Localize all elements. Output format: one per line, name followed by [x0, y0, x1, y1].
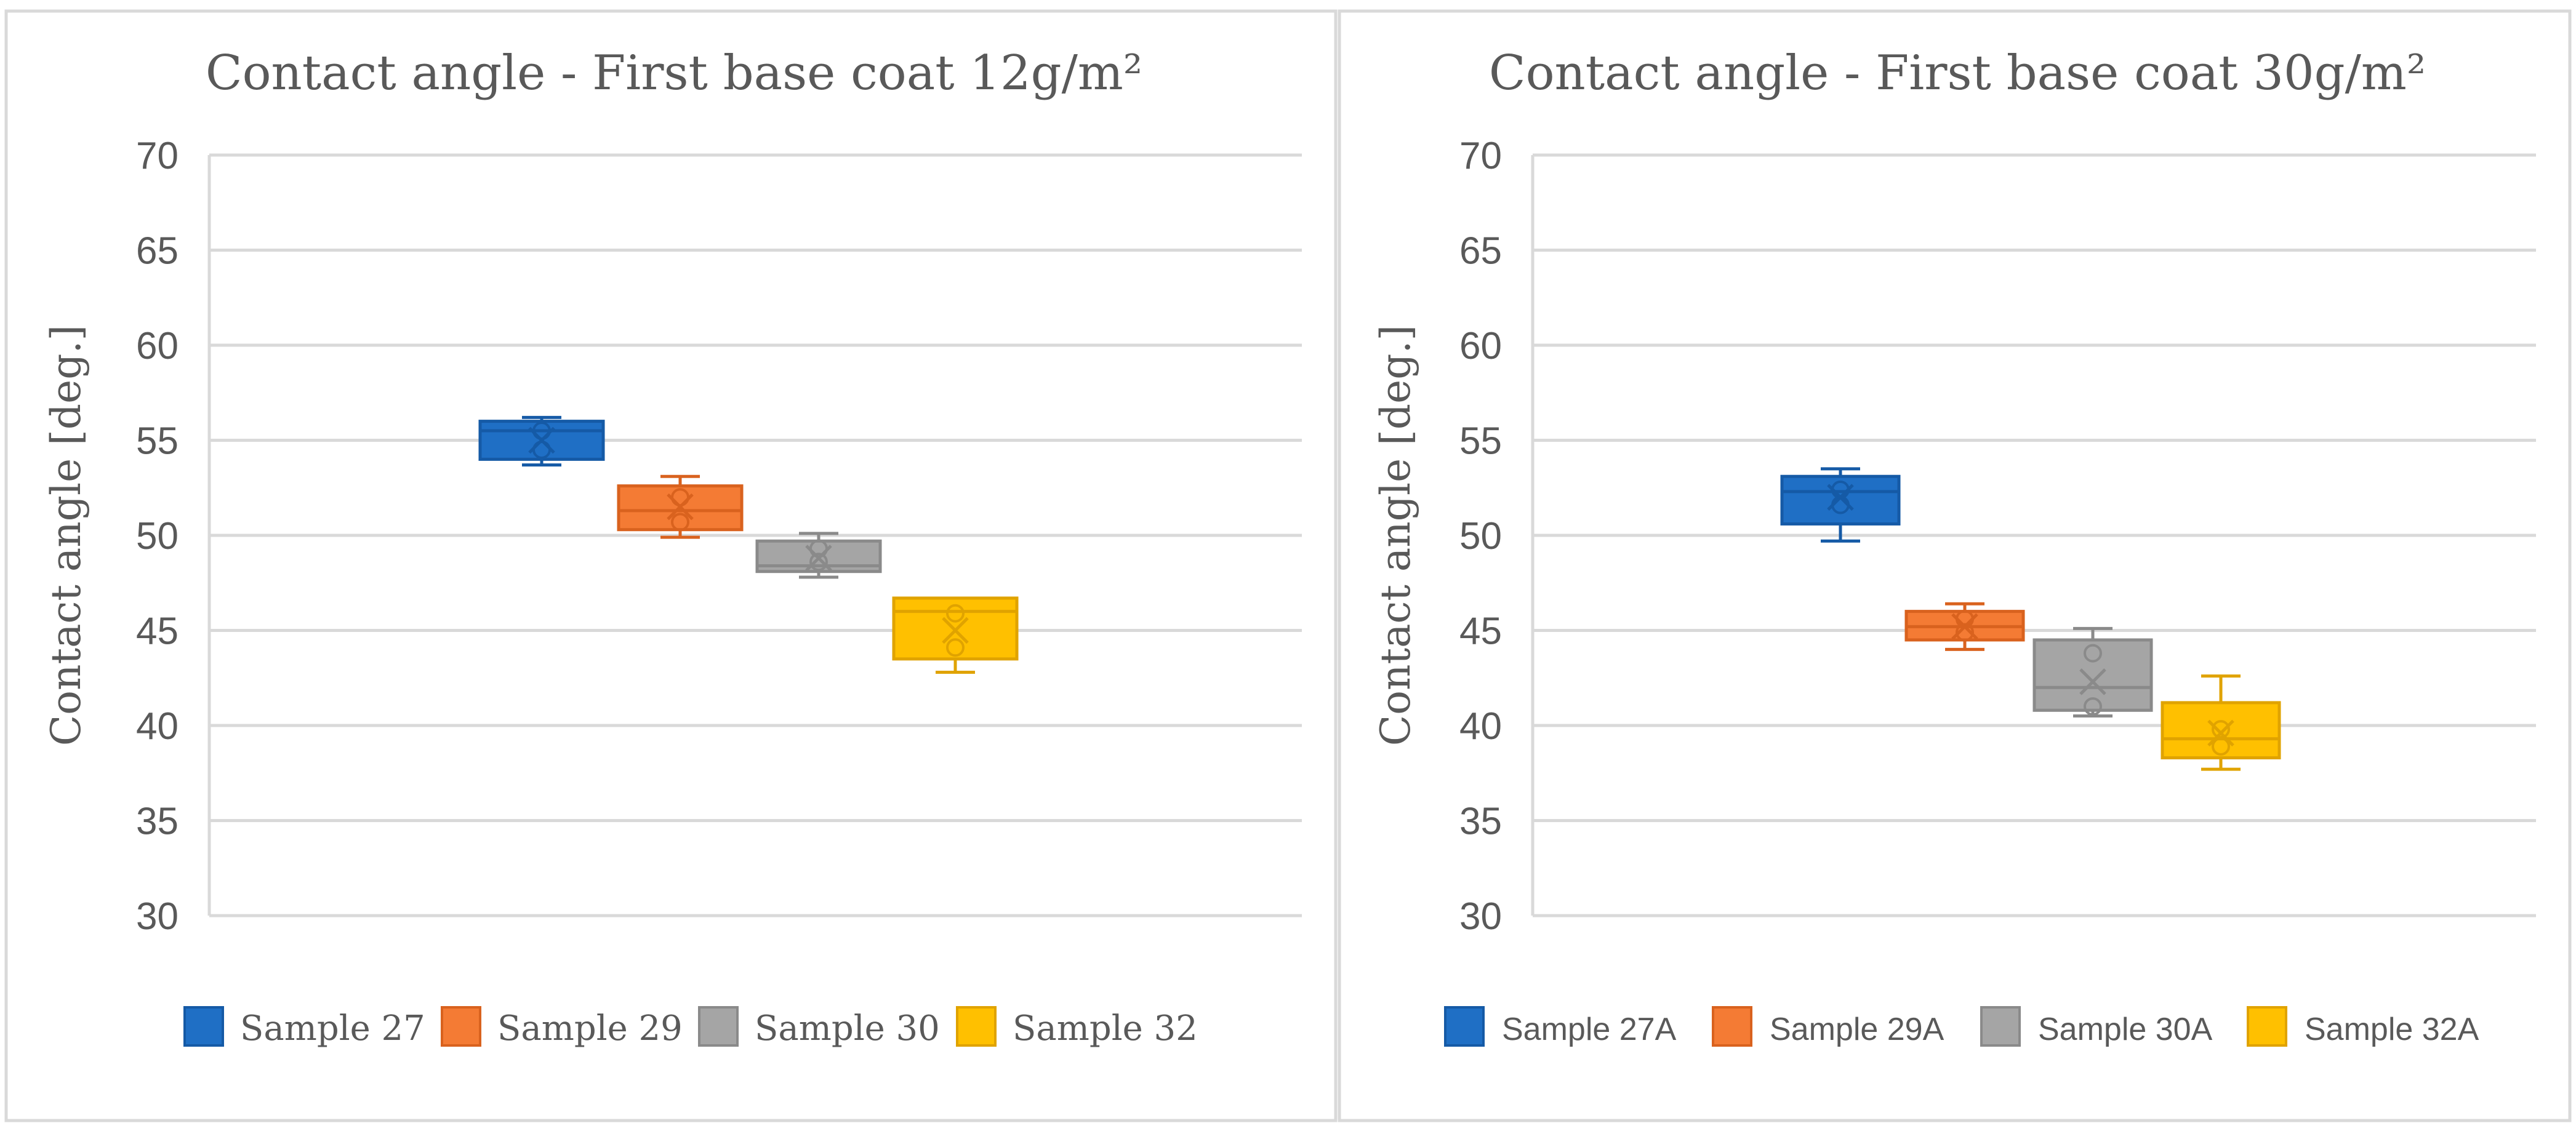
legend-label: Sample 30A	[2038, 1012, 2213, 1047]
legend-swatch	[2247, 1006, 2287, 1047]
legend-swatch	[1444, 1006, 1485, 1047]
box-sample-27a	[1780, 467, 1901, 543]
box-sample-30	[755, 532, 882, 579]
chart-2-gridlines	[1531, 153, 2536, 917]
data-point	[671, 513, 689, 532]
data-point	[809, 553, 828, 572]
data-point	[532, 440, 551, 459]
y-tick-label: 40	[136, 705, 179, 748]
box-sample-32a	[2161, 674, 2281, 771]
y-tick-label: 50	[136, 515, 179, 558]
y-tick-label: 40	[1459, 705, 1502, 748]
legend-swatch	[1712, 1006, 1752, 1047]
chart-1-gridlines	[207, 153, 1302, 917]
legend-label: Sample 27A	[1502, 1012, 1677, 1047]
data-point	[2212, 737, 2230, 756]
y-tick-label: 70	[136, 135, 179, 177]
chart-1-y-ticks: 30 35 40 45 50 55 60 65 70	[136, 135, 179, 938]
legend-item: Sample 27	[183, 1006, 425, 1049]
legend-item: Sample 29	[441, 1006, 683, 1049]
legend-item: Sample 30A	[1980, 1006, 2213, 1047]
iqr-box	[1780, 474, 1901, 526]
y-tick-label: 30	[1459, 895, 1502, 938]
data-point	[532, 422, 551, 441]
y-tick-label: 55	[136, 420, 179, 463]
y-tick-label: 70	[1459, 135, 1502, 177]
box-sample-29a	[1904, 602, 2025, 651]
iqr-box	[2161, 701, 2281, 760]
y-tick-label: 60	[136, 325, 179, 367]
legend-swatch	[956, 1006, 997, 1047]
legend-label: Sample 32A	[2305, 1012, 2479, 1047]
y-tick-label: 45	[136, 610, 179, 653]
y-tick-label: 30	[136, 895, 179, 938]
legend-swatch	[183, 1006, 224, 1047]
data-point	[671, 488, 689, 507]
iqr-box	[2032, 638, 2153, 712]
legend-item: Sample 27A	[1444, 1006, 1677, 1047]
legend-swatch	[441, 1006, 481, 1047]
legend-label: Sample 29	[497, 1009, 683, 1049]
chart-1-y-axis-label: Contact angle [deg.]	[42, 325, 90, 746]
box-sample-30a	[2032, 626, 2153, 718]
box-sample-27	[478, 415, 605, 467]
mean-marker	[942, 617, 969, 644]
data-point	[1831, 495, 1850, 514]
box-sample-32	[892, 596, 1019, 674]
mean-marker	[2079, 668, 2106, 695]
chart-2-legend: Sample 27A Sample 29A Sample 30A Sample 32A	[1444, 1006, 2479, 1047]
legend-label: Sample 27	[240, 1009, 425, 1049]
legend-item: Sample 32	[956, 1006, 1198, 1049]
chart-1-legend: Sample 27 Sample 29 Sample 30 Sample 32	[183, 1006, 1198, 1049]
box-sample-29	[617, 474, 744, 539]
data-point	[2084, 644, 2102, 663]
data-point	[946, 604, 965, 623]
legend-item: Sample 30	[698, 1006, 940, 1049]
legend-label: Sample 29A	[1770, 1012, 1944, 1047]
y-tick-label: 60	[1459, 325, 1502, 367]
legend-swatch	[698, 1006, 739, 1047]
data-point	[1956, 623, 1974, 642]
chart-2-y-axis-label: Contact angle [deg.]	[1372, 325, 1419, 746]
legend-swatch	[1980, 1006, 2021, 1047]
right-panel-frame	[1338, 9, 2572, 1122]
chart-2-title: Contact angle - First base coat 30g/m²	[1489, 46, 2426, 101]
chart-1-boxes	[478, 415, 1019, 674]
y-tick-label: 65	[1459, 230, 1502, 273]
y-tick-label: 65	[136, 230, 179, 273]
data-point	[946, 638, 965, 657]
y-tick-label: 50	[1459, 515, 1502, 558]
data-point	[809, 539, 828, 558]
data-point	[2084, 697, 2102, 716]
chart-2-y-ticks: 30 35 40 45 50 55 60 65 70	[1459, 135, 1502, 938]
y-tick-label: 35	[136, 801, 179, 843]
y-tick-label: 35	[1459, 801, 1502, 843]
y-tick-label: 45	[1459, 610, 1502, 653]
mean-marker	[2207, 719, 2234, 747]
left-panel-frame	[4, 9, 1338, 1122]
chart-2-boxes	[1780, 467, 2281, 771]
chart-1-title: Contact angle - First base coat 12g/m²	[206, 46, 1142, 101]
data-point	[1956, 609, 1974, 628]
legend-item: Sample 32A	[2247, 1006, 2479, 1047]
y-tick-label: 55	[1459, 420, 1502, 463]
legend-label: Sample 30	[755, 1009, 940, 1049]
legend-label: Sample 32	[1013, 1009, 1198, 1049]
legend-item: Sample 29A	[1712, 1006, 1944, 1047]
